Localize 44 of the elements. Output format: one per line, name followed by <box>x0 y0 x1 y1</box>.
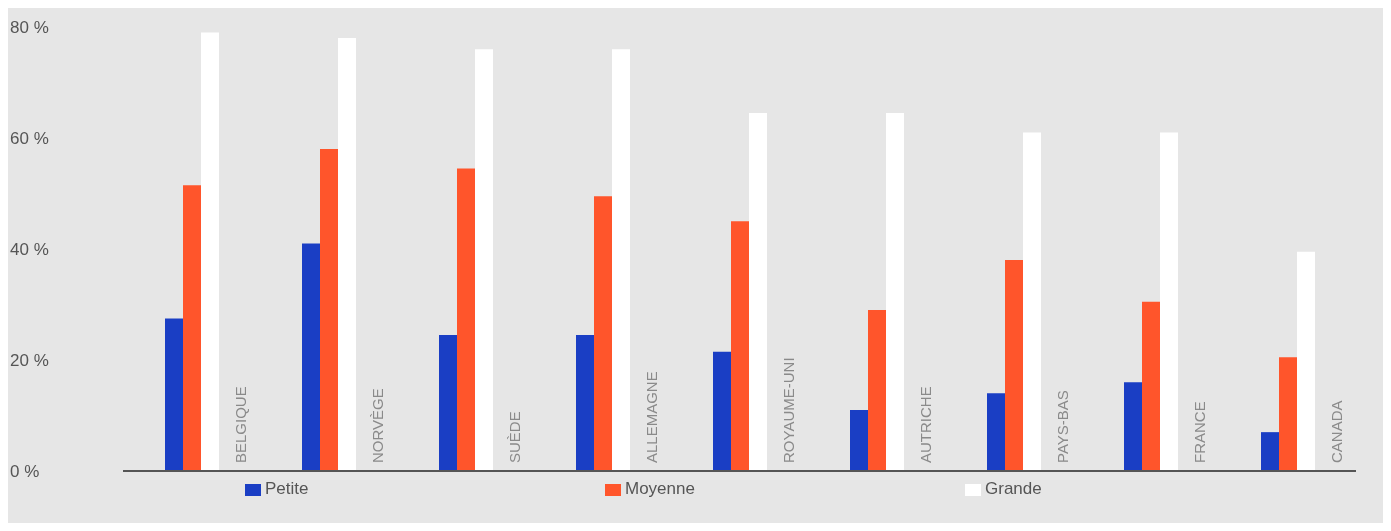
x-tick-label: PAYS-BAS <box>1054 390 1071 463</box>
bar <box>749 113 767 471</box>
y-tick-label: 80 % <box>10 17 49 37</box>
x-tick-label: ALLEMAGNE <box>643 371 660 463</box>
x-tick-label: CANADA <box>1328 400 1345 463</box>
bar <box>457 168 475 471</box>
bar <box>1297 251 1315 471</box>
bar <box>886 113 904 471</box>
bar <box>475 49 493 471</box>
y-tick-label: 20 % <box>10 350 49 370</box>
y-tick-label: 60 % <box>10 128 49 148</box>
bar <box>1005 260 1023 471</box>
bar <box>338 38 356 471</box>
bar <box>868 310 886 471</box>
x-tick-label: ROYAUME-UNI <box>780 357 797 463</box>
bar <box>1142 301 1160 471</box>
bar <box>713 351 731 471</box>
bar <box>1124 382 1142 471</box>
bar <box>594 196 612 471</box>
bar <box>320 149 338 471</box>
x-tick-label: AUTRICHE <box>917 386 934 463</box>
legend-label: Petite <box>265 479 310 499</box>
x-tick-label: SUÈDE <box>506 411 523 463</box>
bar <box>183 185 201 471</box>
bar <box>576 335 594 471</box>
x-tick-label: FRANCE <box>1191 401 1208 463</box>
bar <box>1261 432 1279 471</box>
bar <box>201 32 219 471</box>
bar <box>731 221 749 471</box>
y-tick-label: 40 % <box>10 239 49 259</box>
bar <box>439 335 457 471</box>
bar <box>1279 357 1297 471</box>
bar <box>1023 132 1041 471</box>
bar <box>612 49 630 471</box>
x-tick-label: NORVÈGE <box>369 388 386 463</box>
legend-label: Moyenne <box>625 479 696 499</box>
bar <box>850 409 868 471</box>
bar <box>1160 132 1178 471</box>
y-tick-label: 0 % <box>10 461 40 481</box>
x-tick-label: BELGIQUE <box>232 386 249 463</box>
legend-label: Grande <box>985 479 1043 499</box>
bar <box>165 318 183 471</box>
bar <box>302 243 320 471</box>
bar <box>987 393 1005 471</box>
